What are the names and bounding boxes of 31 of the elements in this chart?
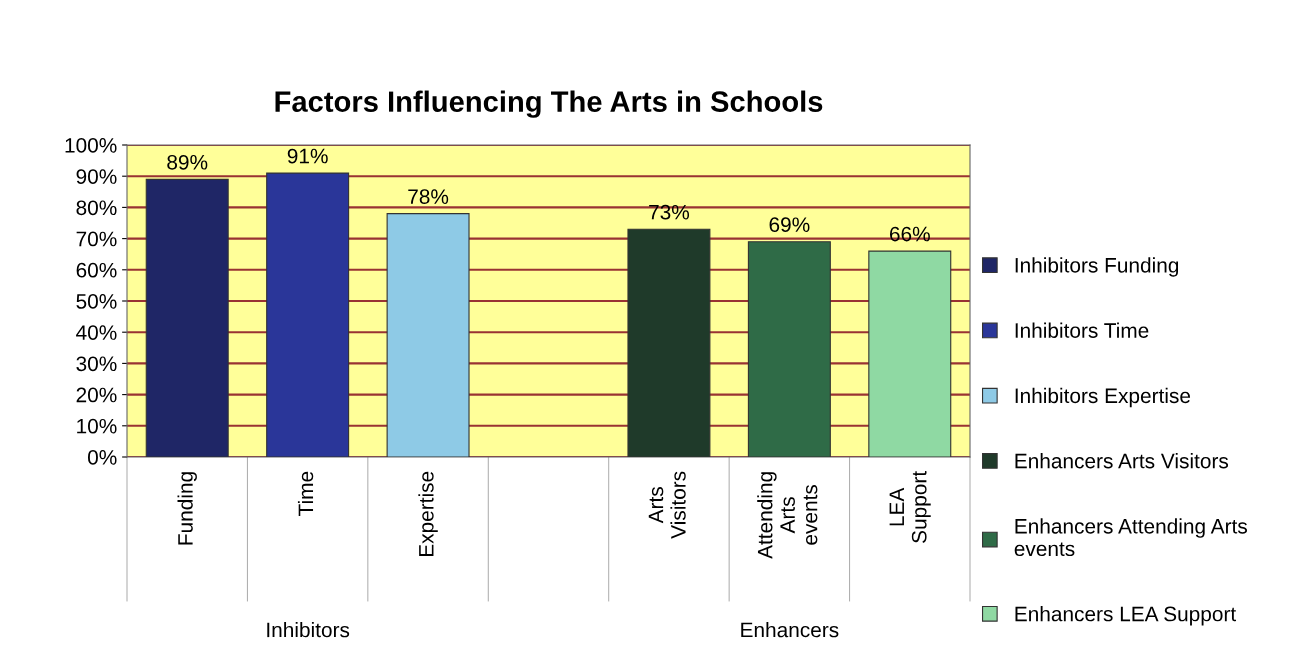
y-tick-label: 80%: [76, 200, 117, 216]
y-tick-label: 60%: [76, 262, 117, 278]
legend-label: Inhibitors Time: [1015, 322, 1149, 338]
y-tick-label: 20%: [76, 387, 117, 403]
y-tick-label: 10%: [77, 418, 117, 434]
y-tick-label: 30%: [76, 356, 117, 372]
legend-label: Enhancers Attending Arts events: [1014, 518, 1247, 557]
legend-label: Enhancers Arts Visitors: [1015, 453, 1229, 469]
y-tick-label: 100%: [65, 138, 117, 153]
chart-title: Factors Influencing The Arts in Schools: [275, 90, 823, 118]
text: Enhancers: [741, 622, 839, 638]
x-tick-label: Funding: [177, 472, 197, 545]
data-label: 69%: [769, 217, 810, 233]
y-tick-label: 50%: [76, 294, 117, 309]
x-tick-label: LEA Support: [889, 471, 931, 543]
x-tick-label: Arts Visitors: [648, 471, 686, 539]
legend-label: Enhancers LEA Support: [1015, 606, 1237, 626]
data-label: 73%: [649, 204, 690, 220]
x-tick-label: Time: [297, 471, 314, 516]
data-label: 78%: [408, 189, 449, 204]
data-label: 91%: [287, 148, 328, 164]
legend-label: Inhibitors Expertise: [1015, 387, 1191, 408]
y-tick-label: 0%: [87, 450, 117, 465]
data-label: 89%: [167, 154, 208, 170]
x-tick-label: Expertise: [418, 471, 438, 557]
legend-label: Inhibitors Funding: [1015, 257, 1179, 277]
y-tick-label: 40%: [76, 325, 117, 340]
text: Inhibitors: [267, 622, 350, 638]
x-tick-label: Attending Arts events: [757, 472, 818, 559]
y-tick-label: 90%: [76, 169, 117, 184]
y-tick-label: 70%: [76, 231, 117, 247]
